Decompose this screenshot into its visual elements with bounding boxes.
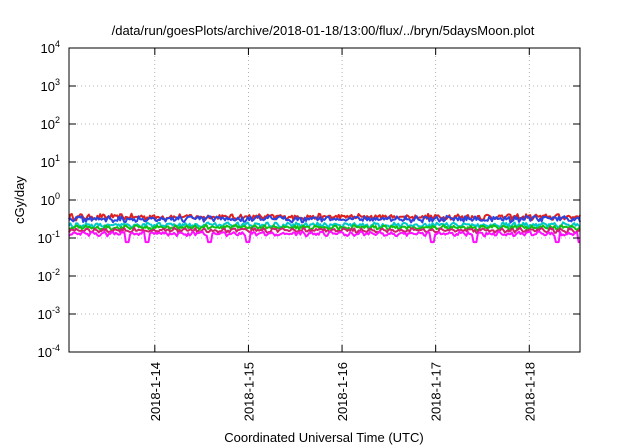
y-tick-label: 10-4 — [38, 343, 60, 360]
y-tick-label: 10-2 — [38, 267, 60, 284]
series-line — [68, 214, 581, 224]
x-tick-label: 2018-1-16 — [335, 362, 350, 421]
series-line — [68, 230, 580, 244]
y-tick-label: 102 — [41, 115, 60, 132]
y-tick-label: 10-3 — [38, 305, 60, 322]
series-line — [68, 226, 581, 234]
x-axis-label: Coordinated Universal Time (UTC) — [224, 430, 423, 445]
x-tick-label: 2018-1-14 — [148, 362, 163, 421]
series-group — [68, 212, 581, 244]
x-tick-label: 2018-1-18 — [522, 362, 537, 421]
y-tick-label: 104 — [41, 39, 60, 56]
y-tick-label: 101 — [41, 153, 60, 170]
x-axis: 2018-1-14 2018-1-15 2018-1-16 2018-1-17 2018… — [148, 48, 537, 421]
y-tick-label: 103 — [41, 77, 60, 94]
series-line — [68, 221, 581, 230]
grid — [69, 48, 580, 352]
y-axis: 10-4 10-3 10-2 10-1 100 101 102 103 104 — [38, 39, 580, 360]
x-tick-label: 2018-1-15 — [241, 362, 256, 421]
chart-title: /data/run/goesPlots/archive/2018-01-18/1… — [112, 23, 535, 38]
y-tick-label: 100 — [41, 191, 60, 208]
series-line — [69, 224, 581, 232]
y-axis-label: cGy/day — [12, 176, 27, 224]
y-tick-label: 10-1 — [38, 229, 60, 246]
x-tick-label: 2018-1-17 — [429, 362, 444, 421]
